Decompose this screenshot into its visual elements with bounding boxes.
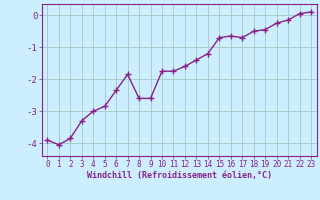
X-axis label: Windchill (Refroidissement éolien,°C): Windchill (Refroidissement éolien,°C) [87, 171, 272, 180]
